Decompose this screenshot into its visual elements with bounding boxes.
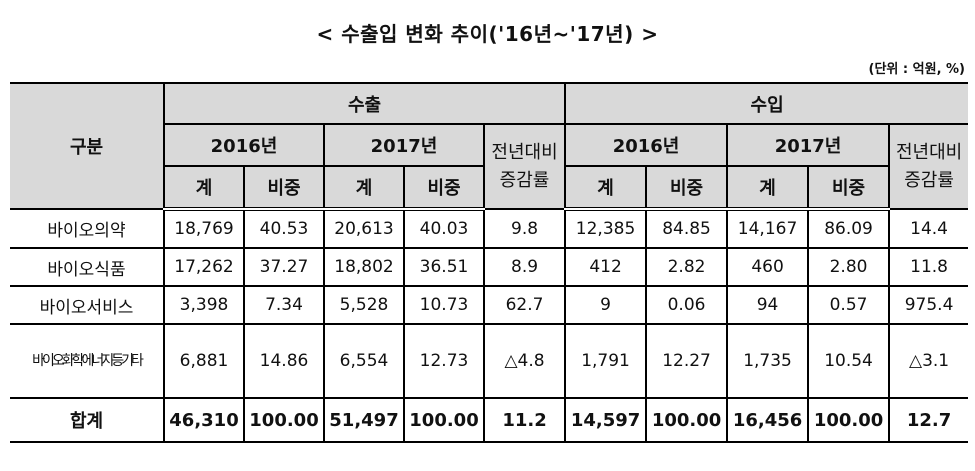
- header-share: 비중: [807, 165, 890, 211]
- header-import-2016: 2016년: [564, 123, 729, 167]
- header-share: 비중: [403, 165, 485, 211]
- header-export-2016: 2016년: [163, 123, 325, 167]
- header-category: 구분: [10, 82, 165, 210]
- cell: 84.85: [645, 208, 729, 249]
- cell: 20,613: [323, 208, 405, 249]
- header-share: 비중: [645, 165, 729, 211]
- header-export-yoy: 전년대비 증감률: [482, 123, 567, 210]
- cell: 6,554: [323, 323, 405, 399]
- header-import-yoy: 전년대비 증감률: [888, 123, 969, 210]
- cell: 18,769: [163, 208, 245, 249]
- trade-table: 구분 수출 수입 2016년 2017년 전년대비 증감률 2016년 2017년…: [10, 82, 969, 443]
- cell: 46,310: [163, 397, 245, 443]
- cell: 7.34: [243, 285, 325, 325]
- cell: 6,881: [163, 323, 245, 399]
- table-row: 바이오식품 17,262 37.27 18,802 36.51 8.9 412 …: [10, 247, 969, 287]
- cell: 2.82: [645, 247, 729, 287]
- unit-note: (단위 : 억원, %): [868, 62, 965, 77]
- header-import-2017: 2017년: [726, 123, 891, 167]
- cell: 14.86: [243, 323, 325, 399]
- cell: 1,735: [726, 323, 810, 399]
- cell: 5,528: [323, 285, 405, 325]
- cell: 9: [564, 285, 648, 325]
- cell: 0.57: [807, 285, 891, 325]
- row-label: 바이오서비스: [10, 285, 165, 325]
- cell: 11.2: [482, 397, 567, 443]
- cell: 14,167: [726, 208, 810, 249]
- cell: △4.8: [482, 323, 567, 399]
- cell: 412: [564, 247, 648, 287]
- row-label: 바이오화학에너지등기타: [10, 323, 165, 399]
- cell: 12.7: [888, 397, 969, 443]
- cell: 51,497: [323, 397, 405, 443]
- row-label: 바이오식품: [10, 247, 165, 287]
- cell: 40.03: [403, 208, 485, 249]
- cell: 100.00: [807, 397, 891, 443]
- header-total: 계: [726, 165, 810, 211]
- cell: △3.1: [888, 323, 969, 399]
- table-row: 바이오화학에너지등기타 6,881 14.86 6,554 12.73 △4.8…: [10, 323, 969, 399]
- cell: 94: [726, 285, 810, 325]
- cell: 11.8: [888, 247, 969, 287]
- cell: 12.73: [403, 323, 485, 399]
- cell: 100.00: [645, 397, 729, 443]
- cell: 3,398: [163, 285, 245, 325]
- cell: 8.9: [482, 247, 567, 287]
- table-row: 바이오의약 18,769 40.53 20,613 40.03 9.8 12,3…: [10, 208, 969, 249]
- table-row: 바이오서비스 3,398 7.34 5,528 10.73 62.7 9 0.0…: [10, 285, 969, 325]
- cell: 14,597: [564, 397, 648, 443]
- cell: 16,456: [726, 397, 810, 443]
- header-import: 수입: [564, 82, 969, 125]
- header-total: 계: [323, 165, 405, 211]
- header-total: 계: [163, 165, 245, 211]
- cell: 460: [726, 247, 810, 287]
- page-title: < 수출입 변화 추이('16년~'17년) >: [316, 22, 659, 46]
- cell: 40.53: [243, 208, 325, 249]
- cell: 12,385: [564, 208, 648, 249]
- cell: 0.06: [645, 285, 729, 325]
- cell: 86.09: [807, 208, 891, 249]
- header-total: 계: [564, 165, 648, 211]
- cell: 1,791: [564, 323, 648, 399]
- cell: 62.7: [482, 285, 567, 325]
- cell: 12.27: [645, 323, 729, 399]
- row-label: 바이오의약: [10, 208, 165, 249]
- cell: 9.8: [482, 208, 567, 249]
- cell: 14.4: [888, 208, 969, 249]
- header-export: 수출: [162, 82, 567, 125]
- header-share: 비중: [243, 165, 325, 211]
- cell: 975.4: [888, 285, 969, 325]
- cell: 17,262: [163, 247, 245, 287]
- cell: 10.73: [403, 285, 485, 325]
- cell: 100.00: [403, 397, 485, 443]
- total-row: 합계 46,310 100.00 51,497 100.00 11.2 14,5…: [10, 397, 969, 443]
- cell: 100.00: [243, 397, 325, 443]
- cell: 18,802: [323, 247, 405, 287]
- cell: 2.80: [807, 247, 891, 287]
- cell: 10.54: [807, 323, 891, 399]
- header-export-2017: 2017년: [323, 123, 485, 167]
- total-label: 합계: [10, 397, 165, 443]
- cell: 37.27: [243, 247, 325, 287]
- cell: 36.51: [403, 247, 485, 287]
